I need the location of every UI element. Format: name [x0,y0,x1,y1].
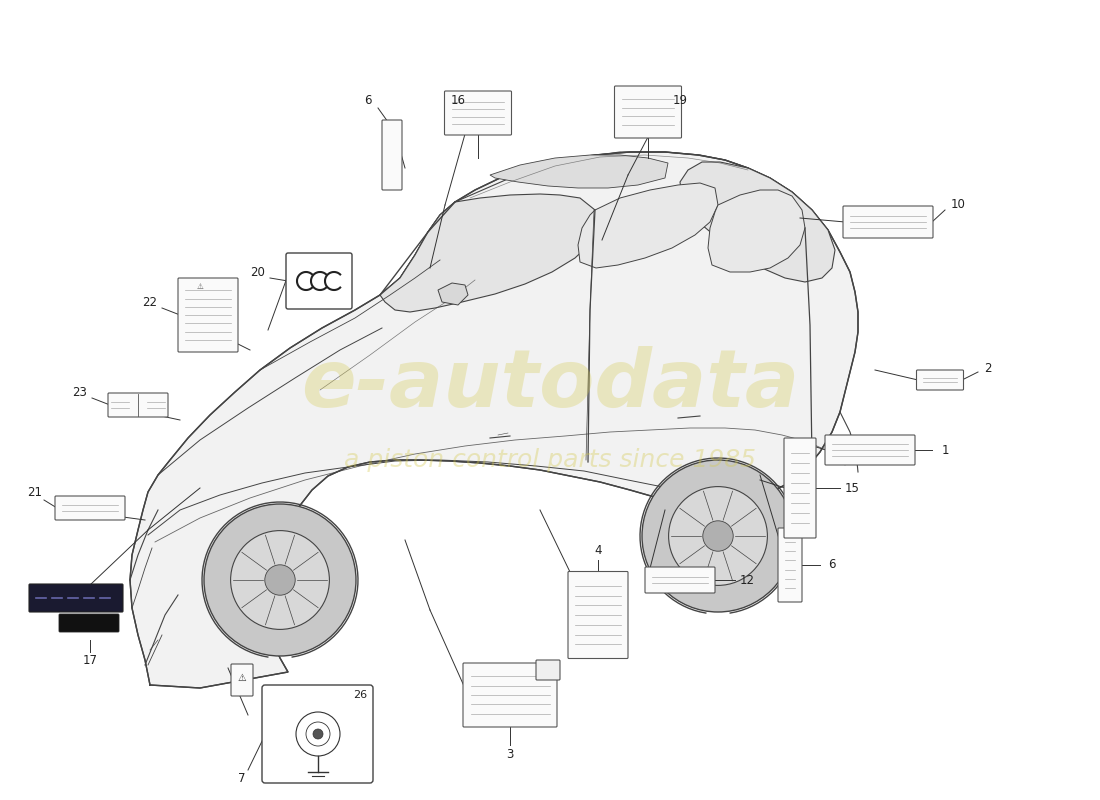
FancyBboxPatch shape [615,86,682,138]
Circle shape [231,530,329,630]
FancyBboxPatch shape [463,663,557,727]
FancyBboxPatch shape [286,253,352,309]
Circle shape [265,565,295,595]
Circle shape [306,722,330,746]
Text: 3: 3 [506,749,514,762]
FancyBboxPatch shape [29,584,123,612]
FancyBboxPatch shape [825,435,915,465]
Circle shape [642,460,794,612]
Text: ⚠: ⚠ [238,673,246,683]
Text: 16: 16 [451,94,465,106]
FancyBboxPatch shape [59,614,119,632]
Polygon shape [130,152,858,688]
FancyBboxPatch shape [784,438,816,538]
Text: a piston control parts since 1985: a piston control parts since 1985 [344,448,756,472]
Text: ⚠: ⚠ [197,282,204,290]
Polygon shape [379,194,600,312]
FancyBboxPatch shape [916,370,964,390]
FancyBboxPatch shape [231,664,253,696]
Polygon shape [438,283,468,305]
FancyBboxPatch shape [536,660,560,680]
FancyBboxPatch shape [568,571,628,658]
FancyBboxPatch shape [444,91,512,135]
Text: 1: 1 [942,443,948,457]
FancyBboxPatch shape [55,496,125,520]
Text: 6: 6 [828,558,836,571]
Text: 15: 15 [845,482,859,494]
Polygon shape [708,190,805,272]
Polygon shape [490,155,668,188]
Text: 7: 7 [239,771,245,785]
Text: 12: 12 [739,574,755,586]
Text: 4: 4 [594,543,602,557]
Circle shape [204,504,356,656]
FancyBboxPatch shape [645,567,715,593]
FancyBboxPatch shape [108,393,168,417]
Text: 23: 23 [73,386,87,398]
FancyBboxPatch shape [262,685,373,783]
Polygon shape [680,162,835,282]
Circle shape [703,521,734,551]
Text: 17: 17 [82,654,98,666]
Text: e-autodata: e-autodata [301,346,799,424]
Text: 21: 21 [28,486,43,499]
Text: 10: 10 [950,198,966,211]
Text: 2: 2 [984,362,992,374]
Text: 20: 20 [251,266,265,278]
Text: 22: 22 [143,295,157,309]
Text: 6: 6 [364,94,372,106]
Text: 19: 19 [672,94,688,106]
Polygon shape [578,183,718,268]
FancyBboxPatch shape [382,120,402,190]
Text: 26: 26 [353,690,367,700]
FancyBboxPatch shape [178,278,238,352]
FancyBboxPatch shape [843,206,933,238]
Circle shape [296,712,340,756]
Circle shape [314,729,323,739]
FancyBboxPatch shape [778,528,802,602]
Circle shape [669,486,768,586]
